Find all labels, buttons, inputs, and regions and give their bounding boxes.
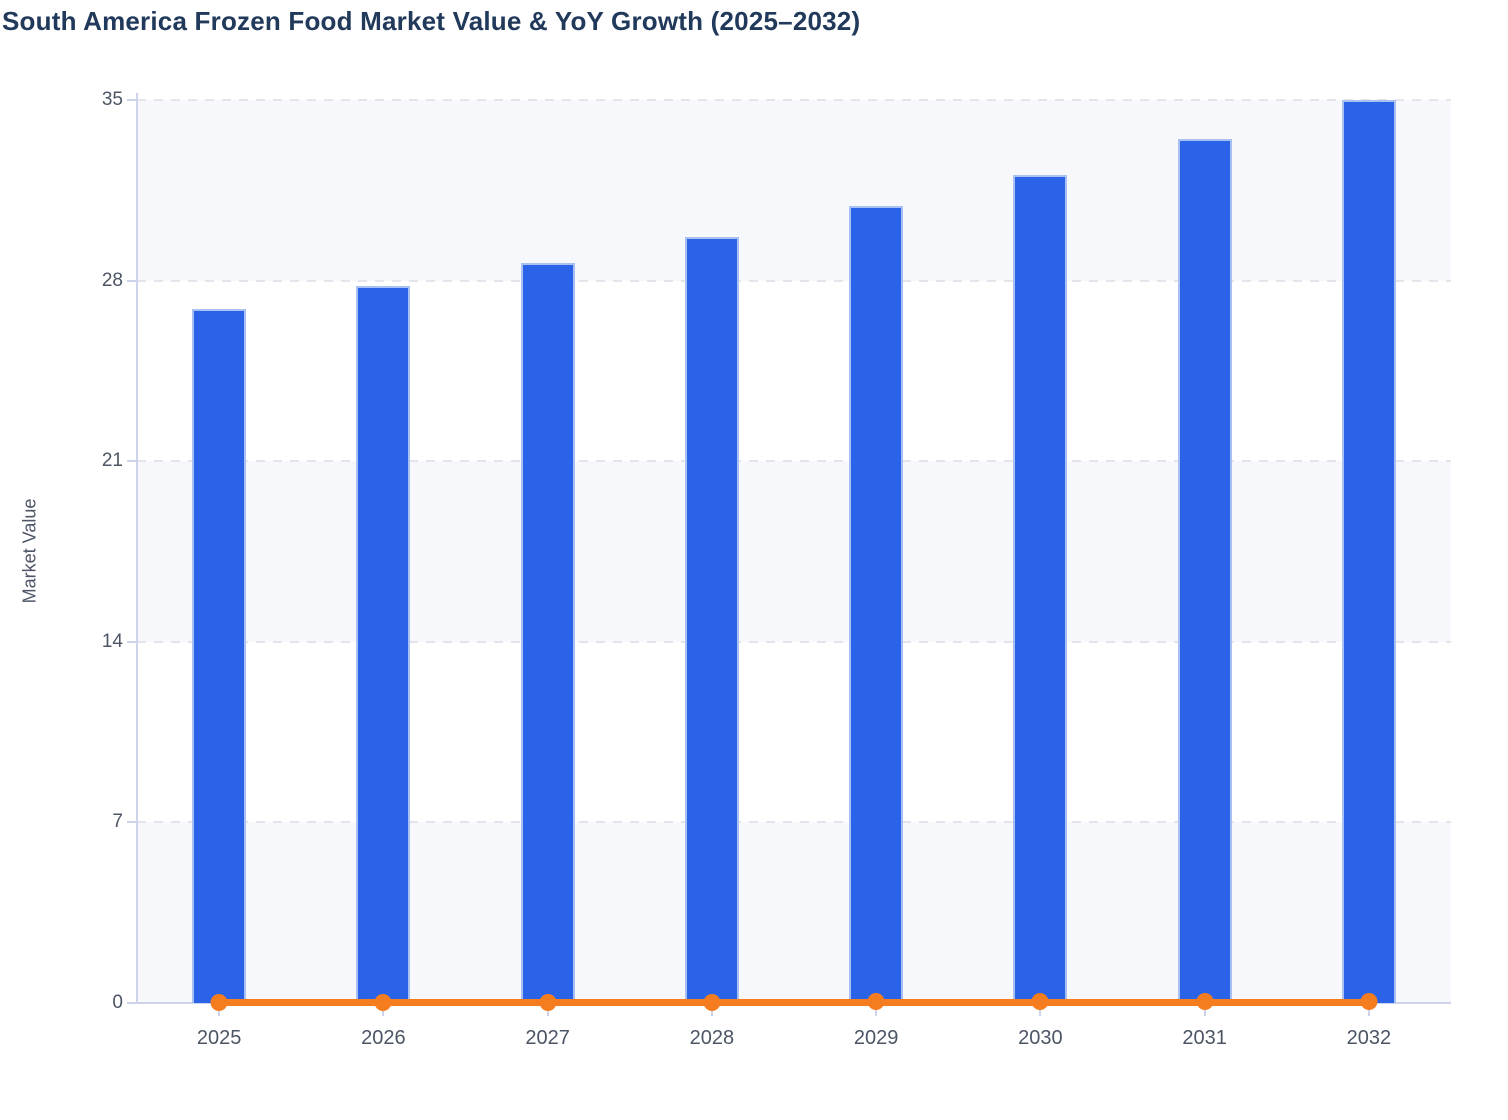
- plot-area: 35 28 21 14 7 0 2025 2026 2027 2028 2029 2030 2031 20…: [102, 89, 1451, 1049]
- y-tick-label: 0: [112, 992, 123, 1013]
- x-tick-label: 2031: [1182, 1027, 1227, 1049]
- gridline: [137, 821, 1451, 824]
- bar-2031: [1177, 138, 1232, 1003]
- x-tick-label: 2030: [1018, 1027, 1063, 1049]
- y-tick-label: 14: [101, 630, 123, 652]
- y-axis-tick: [127, 640, 137, 643]
- yoy-growth-marker: [539, 993, 557, 1011]
- y-tick-label: 21: [101, 450, 123, 472]
- bar-2030: [1013, 174, 1068, 1003]
- x-tick-label: 2032: [1346, 1027, 1392, 1049]
- plot-band: [137, 822, 1451, 1003]
- plot-band: [137, 100, 1451, 281]
- y-axis-tick: [127, 99, 137, 101]
- gridline: [137, 460, 1451, 463]
- yoy-growth-line: [219, 999, 1369, 1006]
- y-axis-tick: [127, 821, 137, 824]
- y-axis-tick: [127, 279, 137, 282]
- yoy-growth-marker: [1031, 993, 1049, 1011]
- yoy-growth-marker: [1196, 993, 1214, 1011]
- y-tick-label: 35: [101, 89, 123, 110]
- x-tick-label: 2028: [689, 1027, 735, 1049]
- yoy-growth-marker: [210, 993, 228, 1011]
- chart-title: South America Frozen Food Market Value &…: [2, 6, 861, 36]
- plot-band: [137, 461, 1451, 642]
- y-axis-title: Market Value: [19, 498, 40, 604]
- yoy-growth-marker: [867, 993, 885, 1011]
- x-tick-label: 2026: [361, 1027, 406, 1049]
- yoy-growth-marker: [374, 993, 392, 1011]
- bar-2026: [356, 285, 411, 1003]
- y-axis-tick: [127, 460, 137, 463]
- y-axis-line: [136, 93, 138, 1003]
- yoy-growth-marker: [703, 993, 721, 1011]
- bar-2025: [192, 308, 247, 1003]
- y-tick-label: 28: [101, 269, 123, 291]
- bar-2029: [849, 205, 904, 1003]
- y-axis-tick: [127, 1002, 137, 1004]
- bar-2027: [520, 262, 575, 1003]
- gridline: [137, 640, 1451, 643]
- bar-2032: [1341, 100, 1396, 1003]
- x-tick-label: 2025: [196, 1027, 242, 1049]
- y-tick-label: 7: [112, 811, 123, 833]
- gridline: [137, 99, 1451, 101]
- gridline: [137, 279, 1451, 282]
- yoy-growth-marker: [1360, 993, 1378, 1011]
- bar-2028: [684, 236, 739, 1003]
- x-tick-label: 2027: [525, 1027, 570, 1049]
- x-tick-label: 2029: [853, 1027, 899, 1049]
